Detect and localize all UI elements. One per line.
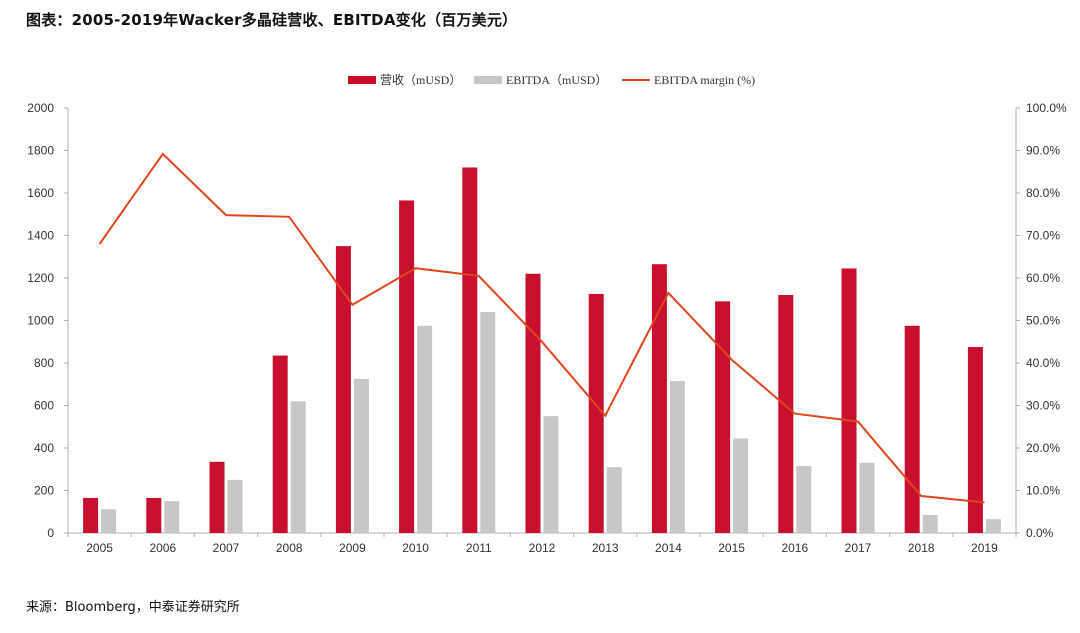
right-tick-label: 70.0% <box>1026 229 1060 243</box>
ebitda-margin-line <box>98 152 985 504</box>
ebitda-bar <box>922 514 938 533</box>
left-tick-label: 1000 <box>27 314 54 328</box>
x-tick-label: 2005 <box>86 541 113 555</box>
ebitda-bar <box>796 466 812 533</box>
x-tick-label: 2010 <box>402 541 429 555</box>
source-note: 来源：Bloomberg，中泰证券研究所 <box>26 600 240 615</box>
revenue-bar <box>841 268 857 533</box>
legend: 营收（mUSD） EBITDA（mUSD） EBITDA margin (%) <box>348 73 755 87</box>
right-tick-label: 40.0% <box>1026 356 1060 370</box>
x-tick-label: 2007 <box>213 541 240 555</box>
x-axis: 2005 2006 2007 2008 2009 2010 2011 2012 2013 2014… <box>67 532 1017 555</box>
legend-label-revenue: 营收（mUSD） <box>380 73 461 87</box>
revenue-bar <box>904 325 920 533</box>
ebitda-bar <box>733 438 749 533</box>
x-tick-label: 2017 <box>845 541 872 555</box>
right-tick-label: 10.0% <box>1026 484 1060 498</box>
revenue-bar <box>335 246 351 533</box>
x-tick-label: 2014 <box>655 541 682 555</box>
x-tick-label: 2006 <box>149 541 176 555</box>
right-tick-label: 30.0% <box>1026 399 1060 413</box>
left-y-axis: 0 200 400 600 800 1000 1200 1400 1600 1800 2000 <box>27 101 69 540</box>
right-tick-label: 100.0% <box>1026 101 1067 115</box>
x-tick-label: 2015 <box>718 541 745 555</box>
revenue-bar <box>146 497 162 533</box>
revenue-bar <box>778 295 794 533</box>
revenue-bar <box>462 167 478 533</box>
x-tick-label: 2012 <box>529 541 556 555</box>
right-y-axis: 0.0% 10.0% 20.0% 30.0% 40.0% 50.0% 60.0% 70.0% 8… <box>1015 101 1067 540</box>
left-tick-label: 400 <box>34 441 54 455</box>
ebitda-bar <box>290 401 306 533</box>
ebitda-bar <box>164 501 180 533</box>
left-tick-label: 1800 <box>27 144 54 158</box>
chart-title: 图表：2005-2019年Wacker多晶硅营收、EBITDA变化（百万美元） <box>26 11 518 29</box>
ebitda-bar <box>101 509 117 533</box>
x-tick-label: 2011 <box>466 541 492 555</box>
left-tick-label: 200 <box>34 484 54 498</box>
right-tick-label: 60.0% <box>1026 271 1060 285</box>
ebitda-bar <box>417 325 433 533</box>
ebitda-bar <box>543 416 559 533</box>
ebitda-bar <box>227 479 243 533</box>
revenue-bar <box>525 273 541 533</box>
revenue-bar <box>588 293 604 533</box>
legend-swatch-ebitda <box>474 76 502 84</box>
ebitda-bar <box>859 462 875 533</box>
x-tick-label: 2013 <box>592 541 619 555</box>
x-tick-label: 2018 <box>908 541 935 555</box>
left-tick-label: 600 <box>34 399 54 413</box>
x-tick-label: 2009 <box>339 541 366 555</box>
left-tick-label: 2000 <box>27 101 54 115</box>
margin-line-group <box>98 152 985 504</box>
ebitda-bar <box>985 519 1001 533</box>
revenue-bar <box>967 347 983 533</box>
x-tick-label: 2019 <box>971 541 998 555</box>
revenue-bar <box>715 301 731 533</box>
left-tick-label: 1400 <box>27 229 54 243</box>
right-tick-label: 0.0% <box>1026 526 1054 540</box>
revenue-bar <box>272 355 288 533</box>
ebitda-bar <box>480 312 496 533</box>
legend-swatch-revenue <box>348 76 376 84</box>
right-tick-label: 50.0% <box>1026 314 1060 328</box>
revenue-bar <box>399 200 415 533</box>
left-tick-label: 800 <box>34 356 54 370</box>
revenue-bar <box>209 461 225 533</box>
ebitda-bar <box>669 381 685 533</box>
legend-label-ebitda: EBITDA（mUSD） <box>506 73 607 87</box>
right-tick-label: 80.0% <box>1026 186 1060 200</box>
bars-group <box>83 167 1001 533</box>
ebitda-bar <box>353 378 369 533</box>
right-tick-label: 90.0% <box>1026 144 1060 158</box>
ebitda-bar <box>606 467 622 533</box>
left-tick-label: 1200 <box>27 271 54 285</box>
left-tick-label: 0 <box>47 526 54 540</box>
right-tick-label: 20.0% <box>1026 441 1060 455</box>
x-tick-label: 2016 <box>781 541 808 555</box>
revenue-bar <box>83 497 99 533</box>
left-tick-label: 1600 <box>27 186 54 200</box>
x-tick-label: 2008 <box>276 541 303 555</box>
legend-label-margin: EBITDA margin (%) <box>654 73 755 87</box>
revenue-bar <box>651 264 667 533</box>
